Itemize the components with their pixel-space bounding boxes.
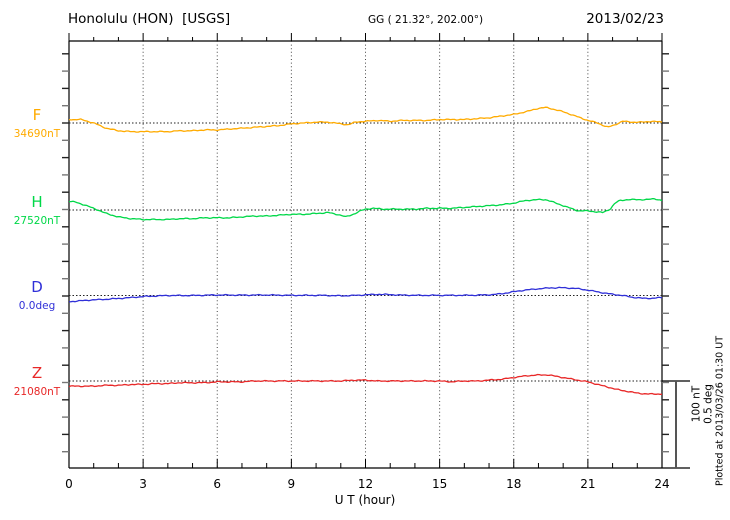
trace-F bbox=[68, 106, 663, 133]
x-tick-label-6: 6 bbox=[213, 477, 222, 491]
series-label-H: H 27520nT bbox=[10, 194, 64, 227]
trace-H bbox=[69, 198, 663, 221]
series-label-D: D 0.0deg bbox=[10, 279, 64, 312]
x-tick-label-15: 15 bbox=[431, 477, 448, 491]
series-label-F: F 34690nT bbox=[10, 107, 64, 140]
station-title: Honolulu (HON) [USGS] bbox=[68, 11, 231, 27]
geographic-coordinates: GG ( 21.32°, 202.00°) bbox=[368, 14, 484, 26]
x-tick-label-3: 3 bbox=[139, 477, 147, 491]
series-baseline-D: 0.0deg bbox=[18, 300, 56, 312]
series-letter-H: H bbox=[31, 193, 43, 211]
series-letter-Z: Z bbox=[31, 364, 43, 382]
series-baseline-F: 34690nT bbox=[13, 128, 61, 140]
series-label-Z: Z 21080nT bbox=[10, 365, 64, 398]
series-baseline-Z: 21080nT bbox=[13, 386, 61, 398]
scale-deg-line: 0.5 deg bbox=[702, 384, 714, 424]
x-tick-label-24: 24 bbox=[654, 477, 670, 491]
scale-nt-line: 100 nT bbox=[690, 385, 703, 423]
series-baseline-H: 27520nT bbox=[13, 215, 61, 227]
trace-D bbox=[68, 286, 663, 303]
amplitude-scale-label: 100 nT 0.5 deg bbox=[690, 384, 715, 424]
plotted-at-timestamp: Plotted at 2013/03/26 01:30 UT bbox=[714, 335, 726, 487]
x-axis-label: U T (hour) bbox=[334, 493, 396, 507]
x-tick-label-12: 12 bbox=[357, 477, 374, 491]
plot-date: 2013/02/23 bbox=[586, 11, 664, 27]
x-tick-label-18: 18 bbox=[506, 477, 522, 491]
series-letter-D: D bbox=[31, 278, 43, 296]
x-tick-label-9: 9 bbox=[287, 477, 296, 491]
x-tick-label-21: 21 bbox=[580, 477, 596, 491]
series-letter-F: F bbox=[32, 106, 42, 124]
trace-Z bbox=[68, 373, 662, 395]
x-tick-label-0: 0 bbox=[65, 477, 73, 491]
